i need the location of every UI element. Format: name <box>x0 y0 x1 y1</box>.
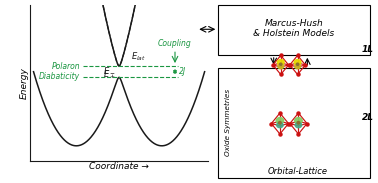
Circle shape <box>280 63 282 66</box>
Text: 2J: 2J <box>179 67 186 76</box>
Text: Coupling: Coupling <box>158 39 192 48</box>
Ellipse shape <box>295 117 302 124</box>
Text: $E_-$: $E_-$ <box>103 65 116 75</box>
Ellipse shape <box>277 59 284 65</box>
Ellipse shape <box>294 64 301 69</box>
Text: Polaron
Diabaticity: Polaron Diabaticity <box>39 62 80 81</box>
Text: 2L: 2L <box>362 113 374 122</box>
X-axis label: Coordinate →: Coordinate → <box>89 163 149 171</box>
Ellipse shape <box>278 64 284 69</box>
Text: Oxide Symmetries: Oxide Symmetries <box>225 89 231 156</box>
Text: $E_{lat}$: $E_{lat}$ <box>130 50 146 63</box>
Circle shape <box>279 122 281 124</box>
Text: 1L: 1L <box>362 45 374 54</box>
Ellipse shape <box>294 59 301 65</box>
Ellipse shape <box>276 117 284 124</box>
Ellipse shape <box>277 122 283 128</box>
Y-axis label: Energy: Energy <box>20 67 29 99</box>
FancyBboxPatch shape <box>218 68 370 178</box>
Ellipse shape <box>295 122 302 128</box>
Text: Marcus-Hush
& Holstein Models: Marcus-Hush & Holstein Models <box>253 19 335 38</box>
Text: $E_+$: $E_+$ <box>103 68 116 81</box>
Circle shape <box>297 122 300 124</box>
Circle shape <box>296 63 299 66</box>
FancyBboxPatch shape <box>218 5 370 55</box>
Text: Orbital-Lattice: Orbital-Lattice <box>267 167 327 176</box>
